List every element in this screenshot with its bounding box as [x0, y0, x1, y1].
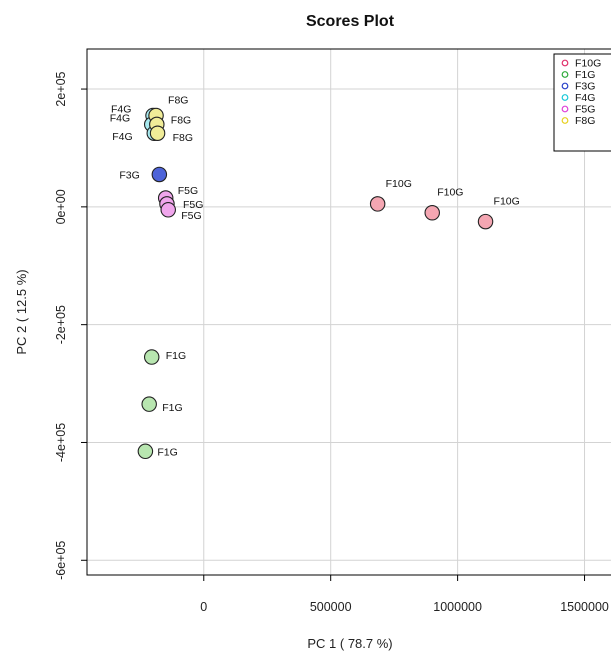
data-point [477, 213, 494, 230]
point-label: F10G [437, 187, 463, 199]
grid-lines [87, 49, 611, 575]
data-point [151, 166, 168, 183]
point-label: F1G [157, 446, 177, 458]
legend-marker [561, 94, 569, 101]
x-axis-label: PC 1 ( 78.7 %) [307, 636, 392, 651]
y-tick-label: -6e+05 [54, 541, 68, 580]
data-points [137, 107, 494, 460]
data-point [160, 202, 176, 218]
y-tick-label: -2e+05 [54, 305, 68, 344]
data-point [143, 349, 160, 365]
y-axis: 2e+05 0e+00 -2e+05 -4e+05 -6e+05 [54, 71, 87, 580]
point-label: F5G [181, 210, 201, 222]
legend-entry: F4G [575, 92, 595, 104]
legend-entry: F3G [575, 81, 595, 93]
chart-title: Scores Plot [306, 13, 395, 30]
x-tick-label: 500000 [310, 600, 352, 614]
x-tick-label: 0 [200, 600, 207, 614]
legend-marker [561, 117, 569, 124]
legend-marker [561, 71, 569, 78]
point-labels: F10GF10GF10GF1GF1GF1GF3GF4GF4GF4GF5GF5GF… [110, 95, 520, 459]
point-label: F10G [494, 196, 520, 208]
data-point [424, 204, 440, 221]
x-tick-label: 1000000 [433, 600, 482, 614]
legend-entry: F5G [575, 104, 595, 116]
legend-marker [561, 59, 569, 67]
data-point [141, 396, 157, 412]
legend-entry: F8G [575, 115, 595, 127]
plot-frame [86, 48, 611, 576]
point-label: F8G [173, 132, 193, 144]
point-label: F1G [162, 402, 182, 414]
point-label: F5G [183, 199, 203, 211]
x-tick-label: 1500000 [560, 600, 609, 614]
legend-box [553, 53, 611, 152]
data-point [369, 196, 386, 212]
point-label: F8G [168, 95, 188, 107]
data-point [137, 443, 154, 460]
point-label: F4G [111, 104, 131, 116]
point-label: F3G [119, 169, 139, 181]
legend-marker [561, 82, 569, 90]
legend-entry: F10G [575, 58, 601, 70]
data-point [149, 125, 166, 141]
y-tick-label: -4e+05 [54, 423, 68, 462]
y-tick-label: 2e+05 [54, 71, 68, 106]
point-label: F4G [112, 131, 132, 143]
x-axis: 0 500000 1000000 1500000 [200, 575, 609, 614]
point-label: F1G [166, 350, 186, 362]
point-label: F4G [110, 112, 130, 124]
legend-entry: F1G [575, 69, 595, 81]
y-axis-label: PC 2 ( 12.5 %) [14, 269, 29, 354]
legend-marker [561, 105, 569, 113]
y-tick-label: 0e+00 [54, 189, 68, 224]
point-label: F5G [178, 185, 198, 197]
point-label: F8G [171, 114, 191, 126]
point-label: F10G [386, 178, 412, 190]
